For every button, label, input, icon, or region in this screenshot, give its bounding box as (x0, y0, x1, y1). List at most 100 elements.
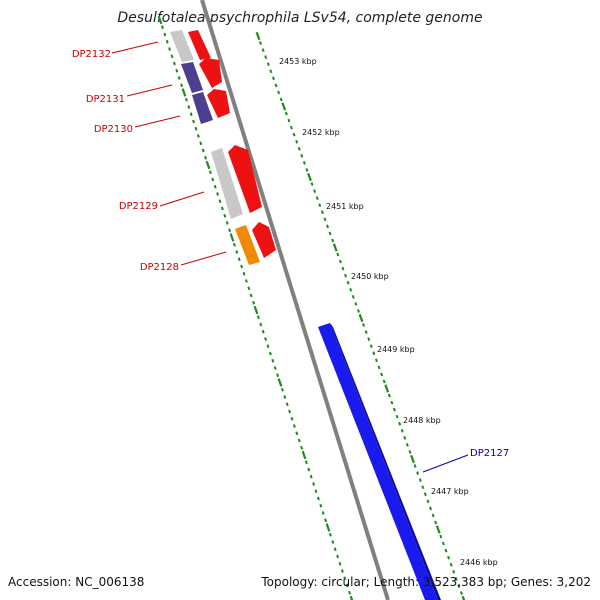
minor-tick (328, 231, 332, 236)
minor-tick (235, 250, 239, 254)
minor-tick (300, 153, 304, 158)
minor-tick (292, 424, 296, 428)
leader-line (111, 41, 159, 54)
minor-tick (204, 155, 208, 160)
minor-tick (459, 591, 463, 595)
minor-tick (372, 351, 376, 356)
gene-arrow-row (188, 30, 276, 258)
minor-tick (194, 126, 198, 131)
gene-label-DP2131: DP2131 (86, 94, 125, 105)
minor-tick (354, 302, 358, 306)
minor-tick (312, 482, 316, 486)
minor-tick (382, 379, 386, 384)
major-tick (461, 595, 466, 600)
leader-line (422, 454, 469, 473)
tick-label: 2450 kbp (351, 272, 389, 281)
minor-tick (232, 242, 236, 247)
minor-tick (333, 547, 337, 552)
minor-tick (271, 358, 275, 363)
minor-tick (249, 293, 253, 298)
gene-block (181, 62, 203, 93)
gene-label-DP2128: DP2128 (140, 262, 179, 273)
tick-label: 2451 kbp (326, 202, 364, 211)
minor-tick (377, 365, 381, 370)
major-tick (205, 160, 211, 170)
minor-tick (346, 280, 350, 285)
minor-tick (216, 192, 220, 196)
accession-text: Accession: NC_006138 (8, 575, 144, 589)
major-tick (181, 88, 187, 97)
minor-tick (163, 32, 167, 37)
minor-tick (398, 421, 402, 426)
minor-tick (264, 55, 268, 60)
minor-tick (180, 83, 184, 88)
major-tick (435, 525, 441, 534)
gene-block (170, 30, 194, 62)
minor-tick (336, 252, 340, 257)
minor-tick (196, 134, 200, 138)
minor-tick (271, 76, 275, 81)
minor-tick (307, 467, 311, 472)
minor-tick (289, 125, 293, 130)
minor-tick (266, 62, 270, 67)
minor-tick (423, 492, 427, 497)
minor-tick (324, 518, 328, 523)
minor-tick (199, 141, 203, 146)
minor-tick (344, 273, 348, 278)
minor-tick (449, 562, 453, 567)
minor-tick (184, 97, 188, 102)
minor-tick (220, 206, 224, 211)
minor-tick (452, 569, 456, 574)
minor-tick (283, 395, 287, 399)
minor-tick (338, 259, 342, 264)
inner-scale-track (157, 15, 354, 600)
minor-tick (326, 224, 330, 229)
minor-tick (309, 474, 313, 479)
major-tick (349, 595, 354, 600)
minor-tick (454, 576, 458, 581)
major-tick (410, 454, 415, 464)
gene-block (192, 92, 213, 124)
minor-tick (413, 464, 417, 468)
minor-tick (284, 111, 288, 116)
minor-tick (421, 485, 425, 490)
minor-tick (457, 584, 461, 588)
minor-tick (273, 366, 277, 370)
leader-line (134, 115, 181, 128)
minor-tick (320, 210, 324, 215)
gene-label-DP2127: DP2127 (470, 448, 509, 459)
minor-tick (331, 540, 335, 544)
minor-tick (261, 48, 265, 52)
minor-tick (395, 414, 399, 419)
minor-tick (351, 294, 355, 299)
major-tick (281, 102, 287, 111)
tick-label: 2449 kbp (377, 345, 415, 354)
leader-line (126, 84, 173, 97)
major-tick (253, 305, 259, 315)
minor-tick (295, 431, 299, 436)
minor-tick (264, 337, 268, 341)
minor-tick (292, 132, 296, 137)
gene-arrow (188, 30, 211, 60)
gene-block (211, 148, 243, 219)
minor-tick (416, 471, 420, 475)
minor-tick (300, 445, 304, 450)
minor-tick (328, 532, 332, 537)
minor-tick (392, 407, 396, 412)
minor-tick (189, 112, 193, 117)
minor-tick (295, 139, 299, 144)
minor-tick (362, 323, 366, 327)
gene-arrow (252, 222, 276, 258)
gene-DP2127-shade (330, 323, 441, 600)
gene-arrow (228, 145, 262, 213)
outer-scale-track (255, 31, 466, 600)
minor-tick (315, 196, 319, 201)
minor-tick (228, 228, 232, 233)
minor-tick (310, 182, 314, 186)
gene-label-DP2130: DP2130 (94, 124, 133, 135)
minor-tick (403, 435, 407, 440)
tick-labels: 2453 kbp 2452 kbp 2451 kbp 2450 kbp 2449… (279, 57, 498, 567)
minor-tick (323, 217, 327, 222)
minor-tick (441, 541, 445, 546)
minor-tick (434, 520, 438, 525)
